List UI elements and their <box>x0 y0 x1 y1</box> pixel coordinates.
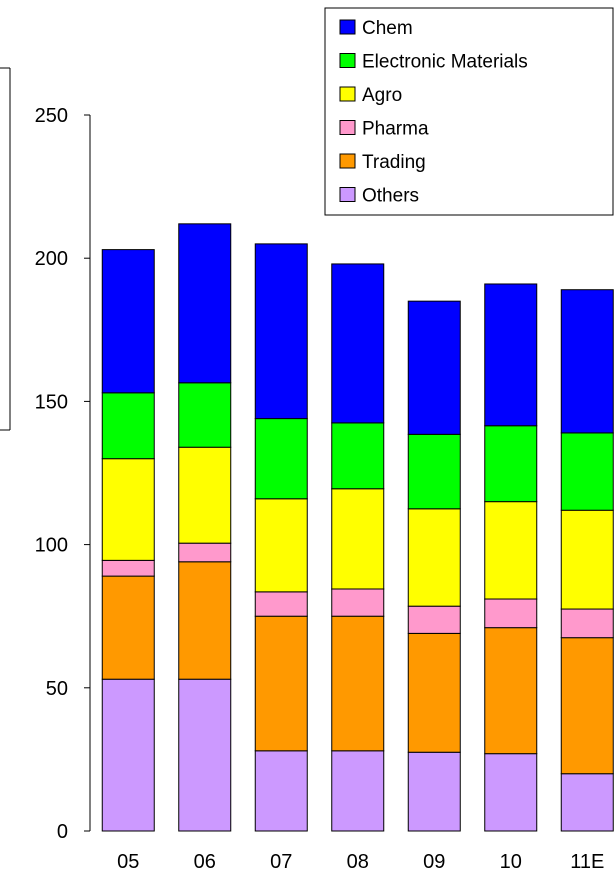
bar-segment-others-11e <box>560 773 614 832</box>
bars-layer <box>101 223 614 832</box>
x-tick-label: 06 <box>194 851 216 873</box>
bar-segment-pharma-05 <box>101 559 155 577</box>
y-tick-label: 50 <box>46 678 68 700</box>
legend-label: Electronic Materials <box>362 52 528 73</box>
x-tick-label: 07 <box>270 851 292 873</box>
bar-segment-electronic-materials-05 <box>101 392 155 460</box>
bar-segment-pharma-11e <box>560 608 614 639</box>
bar-segment-agro-07 <box>254 498 308 593</box>
x-tick-label: 11E <box>570 851 604 873</box>
bar-segment-others-10 <box>484 753 538 832</box>
bar-segment-agro-08 <box>331 488 385 590</box>
legend-swatch <box>339 86 356 102</box>
bar-segment-trading-05 <box>101 575 155 680</box>
y-tick-label: 0 <box>57 821 68 843</box>
bar-segment-electronic-materials-06 <box>178 382 232 448</box>
bar-segment-electronic-materials-09 <box>407 433 461 510</box>
y-tick-label: 200 <box>35 248 68 270</box>
y-tick-label: 150 <box>35 391 68 413</box>
bar-segment-electronic-materials-07 <box>254 418 308 500</box>
legend-box <box>324 7 614 216</box>
bar-segment-chem-05 <box>101 249 155 394</box>
x-tick-label: 10 <box>500 851 522 873</box>
bar-segment-chem-11e <box>560 289 614 434</box>
bar-segment-chem-08 <box>331 263 385 424</box>
bar-segment-agro-05 <box>101 458 155 561</box>
y-tick-label: 100 <box>35 535 68 557</box>
bar-segment-pharma-08 <box>331 588 385 617</box>
x-axis-labels: 05 06 07 08 09 10 11E <box>117 851 604 873</box>
bar-segment-electronic-materials-08 <box>331 422 385 490</box>
bar-segment-others-05 <box>101 678 155 832</box>
bar-segment-trading-09 <box>407 632 461 753</box>
bar-segment-electronic-materials-10 <box>484 425 538 503</box>
x-tick-label: 09 <box>423 851 445 873</box>
bar-segment-others-06 <box>178 678 232 832</box>
bar-segment-trading-11e <box>560 637 614 775</box>
x-tick-label: 08 <box>347 851 369 873</box>
legend-swatch <box>339 53 356 68</box>
bar-segment-electronic-materials-11e <box>560 432 614 511</box>
bar-segment-chem-07 <box>254 243 308 420</box>
bar-segment-others-07 <box>254 750 308 832</box>
bar-segment-trading-10 <box>484 627 538 755</box>
legend-label: Agro <box>362 85 402 106</box>
y-axis: 0 50 100 150 200 250 <box>35 105 91 843</box>
legend-label: Others <box>362 186 419 207</box>
bar-segment-agro-11e <box>560 509 614 610</box>
bar-segment-agro-06 <box>178 446 232 544</box>
bar-segment-agro-09 <box>407 508 461 607</box>
bar-segment-trading-06 <box>178 561 232 680</box>
legend-swatch <box>339 153 356 169</box>
bar-segment-chem-10 <box>484 283 538 427</box>
bar-segment-trading-07 <box>254 615 308 752</box>
bar-segment-chem-06 <box>178 223 232 384</box>
bar-segment-chem-09 <box>407 300 461 435</box>
bar-segment-others-09 <box>407 751 461 832</box>
bar-segment-agro-10 <box>484 501 538 600</box>
bar-segment-pharma-09 <box>407 605 461 634</box>
legend-label: Trading <box>362 152 426 173</box>
legend-label: Chem <box>362 18 413 39</box>
legend-label: Pharma <box>362 119 429 140</box>
legend-swatch <box>339 120 356 135</box>
legend: Chem Electronic Materials Agro Pharma Tradin… <box>324 7 614 216</box>
bar-segment-trading-08 <box>331 615 385 752</box>
legend-swatch <box>339 19 356 35</box>
bar-segment-pharma-10 <box>484 598 538 629</box>
bar-segment-pharma-06 <box>178 542 232 563</box>
y-tick-label: 250 <box>35 105 68 127</box>
x-tick-label: 05 <box>117 851 139 873</box>
bar-segment-others-08 <box>331 750 385 832</box>
legend-swatch <box>339 187 356 202</box>
bar-segment-pharma-07 <box>254 591 308 617</box>
